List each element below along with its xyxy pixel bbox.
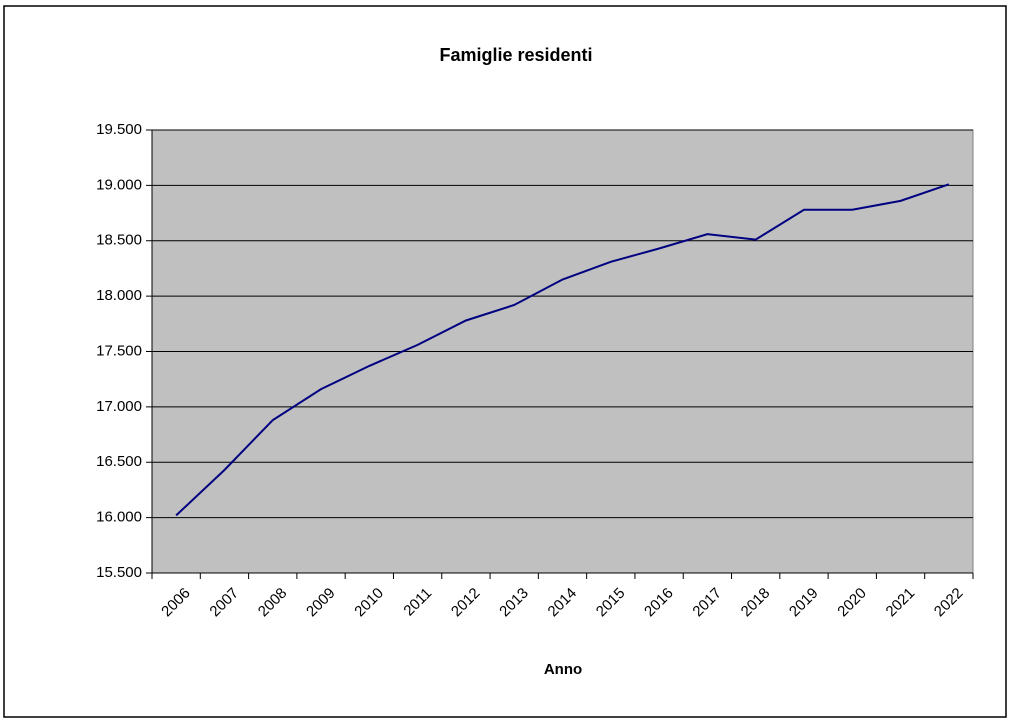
y-tick-label: 16.500 bbox=[96, 453, 142, 470]
y-tick-label: 19.000 bbox=[96, 176, 142, 193]
y-tick-label: 18.500 bbox=[96, 232, 142, 249]
y-tick-label: 15.500 bbox=[96, 564, 142, 581]
y-tick-label: 18.000 bbox=[96, 287, 142, 304]
y-tick-label: 17.000 bbox=[96, 398, 142, 415]
y-tick-label: 17.500 bbox=[96, 342, 142, 359]
y-tick-label: 16.000 bbox=[96, 509, 142, 526]
x-axis-title: Anno bbox=[544, 661, 582, 678]
chart-title: Famiglie residenti bbox=[439, 45, 592, 65]
data-line bbox=[175, 183, 950, 517]
y-tick-label: 19.500 bbox=[96, 121, 142, 138]
